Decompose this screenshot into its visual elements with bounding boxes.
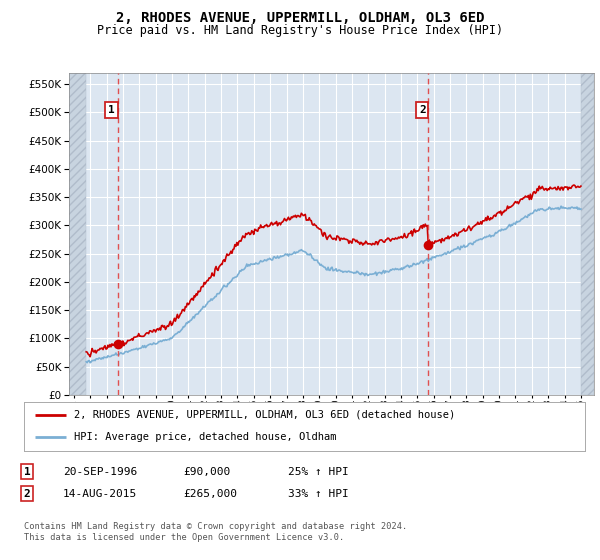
Text: 20-SEP-1996: 20-SEP-1996	[63, 466, 137, 477]
Text: 2, RHODES AVENUE, UPPERMILL, OLDHAM, OL3 6ED (detached house): 2, RHODES AVENUE, UPPERMILL, OLDHAM, OL3…	[74, 410, 456, 420]
Text: 2, RHODES AVENUE, UPPERMILL, OLDHAM, OL3 6ED: 2, RHODES AVENUE, UPPERMILL, OLDHAM, OL3…	[116, 11, 484, 25]
Text: 33% ↑ HPI: 33% ↑ HPI	[288, 489, 349, 499]
Bar	[69, 73, 86, 395]
Text: HPI: Average price, detached house, Oldham: HPI: Average price, detached house, Oldh…	[74, 432, 337, 442]
Text: 14-AUG-2015: 14-AUG-2015	[63, 489, 137, 499]
Text: £90,000: £90,000	[183, 466, 230, 477]
Text: 2: 2	[419, 105, 425, 115]
Text: 1: 1	[23, 466, 31, 477]
Text: Price paid vs. HM Land Registry's House Price Index (HPI): Price paid vs. HM Land Registry's House …	[97, 24, 503, 36]
Text: 1: 1	[108, 105, 115, 115]
Text: 2: 2	[23, 489, 31, 499]
Text: This data is licensed under the Open Government Licence v3.0.: This data is licensed under the Open Gov…	[24, 533, 344, 542]
Text: Contains HM Land Registry data © Crown copyright and database right 2024.: Contains HM Land Registry data © Crown c…	[24, 522, 407, 531]
Bar	[581, 73, 594, 395]
Text: £265,000: £265,000	[183, 489, 237, 499]
Text: 25% ↑ HPI: 25% ↑ HPI	[288, 466, 349, 477]
